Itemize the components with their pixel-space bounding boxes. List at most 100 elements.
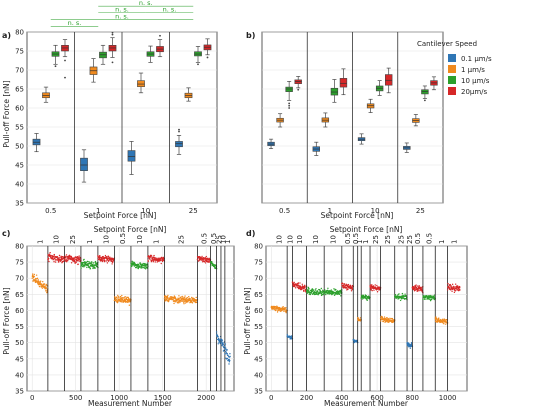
data-point-0.1	[225, 351, 228, 353]
x-tick-label: 200	[300, 394, 313, 402]
segment-setpoint-label: 10	[276, 235, 284, 244]
data-point-10	[316, 293, 318, 295]
data-point-20	[57, 257, 59, 259]
data-point-1	[183, 301, 185, 304]
data-point-1	[435, 316, 437, 318]
x-tick-label: 2000	[197, 394, 215, 402]
data-point-20	[153, 254, 155, 257]
data-point-10	[431, 295, 433, 297]
outlier-point	[111, 61, 114, 64]
segment-setpoint-label: 1	[438, 240, 446, 244]
outlier-point	[64, 76, 66, 79]
panel-a: a) 35 40 45 50 55 60 65 70 75 80 0.5 1 10 25 Setpoint…	[2, 29, 218, 220]
data-point-10	[307, 288, 309, 291]
data-point-1	[115, 300, 117, 302]
data-point-10	[209, 265, 212, 267]
segment-setpoint-label: 25	[215, 235, 223, 244]
data-point-1	[186, 296, 189, 299]
data-point-20	[459, 289, 461, 291]
segment-setpoint-label: 1	[450, 240, 458, 244]
data-point-1	[35, 274, 38, 276]
data-point-20	[70, 256, 73, 258]
segment-setpoint-label: 10	[53, 235, 61, 244]
data-point-20	[151, 255, 153, 257]
data-point-10	[83, 266, 85, 268]
data-point-10	[333, 288, 335, 290]
data-point-1	[182, 296, 184, 298]
data-point-20	[457, 285, 459, 288]
x-tick-label: 25	[416, 207, 425, 215]
data-point-20	[341, 282, 344, 285]
data-point-20	[301, 288, 303, 291]
segment-setpoint-label: 10	[103, 235, 111, 244]
data-point-20	[454, 286, 456, 288]
panel-a-label: a)	[2, 31, 11, 40]
data-point-10	[141, 265, 143, 268]
data-point-10	[327, 287, 329, 290]
data-point-20	[152, 261, 155, 263]
data-point-20	[345, 287, 348, 289]
data-point-10	[130, 264, 133, 266]
data-point-20	[53, 254, 56, 256]
data-point-20	[370, 285, 373, 287]
data-point-1	[276, 311, 279, 313]
panel-b: b) 0.5 1 10 25 Setpoint Force [nN]	[246, 31, 444, 220]
data-point-10	[90, 262, 92, 264]
data-point-20	[418, 286, 420, 288]
box-1	[137, 80, 145, 88]
data-point-1	[184, 295, 186, 297]
outlier-point	[297, 88, 300, 91]
data-point-1	[444, 323, 447, 325]
data-point-1	[284, 308, 286, 310]
data-point-1	[443, 322, 445, 325]
data-point-10	[424, 296, 427, 299]
data-point-20	[415, 284, 417, 286]
data-point-1	[391, 317, 394, 320]
x-tick-label: 0.5	[279, 207, 290, 215]
data-point-1	[390, 317, 393, 320]
data-point-20	[57, 260, 60, 262]
data-point-10	[83, 258, 85, 261]
segment-setpoint-label: 10	[330, 235, 338, 244]
data-point-0.1	[229, 353, 231, 355]
y-tick-label: 70	[15, 275, 24, 283]
data-point-20	[76, 258, 78, 260]
data-point-20	[201, 255, 203, 258]
data-point-20	[369, 284, 372, 286]
data-point-10	[143, 262, 145, 265]
data-point-10	[89, 267, 92, 270]
legend-swatch-20	[448, 87, 456, 95]
data-point-0.1	[221, 339, 224, 341]
data-point-0.1	[224, 353, 226, 355]
data-point-20	[62, 256, 64, 258]
data-point-10	[95, 264, 98, 267]
data-point-20	[104, 254, 107, 257]
data-point-1	[178, 297, 180, 300]
data-point-1	[195, 296, 197, 299]
data-point-20	[300, 286, 302, 288]
data-point-20	[102, 259, 104, 262]
data-point-10	[312, 289, 315, 291]
data-point-20	[99, 255, 101, 257]
data-point-1	[282, 306, 284, 308]
data-point-20	[61, 258, 63, 261]
data-point-20	[371, 289, 373, 292]
data-point-1	[188, 295, 190, 298]
segment-setpoint-label: 25	[384, 235, 392, 244]
segment-setpoint-label: 10	[219, 235, 227, 244]
data-point-20	[107, 257, 109, 260]
data-point-20	[158, 257, 160, 259]
data-point-0.1	[226, 349, 228, 351]
panel-d-top-xlabel: Setpoint Force [nN]	[330, 225, 403, 234]
y-tick-label: 80	[15, 29, 24, 37]
legend-swatch-0.1	[448, 54, 456, 62]
y-tick-label: 40	[15, 181, 24, 189]
data-point-20	[293, 281, 295, 284]
data-point-1	[177, 297, 179, 299]
data-point-10	[84, 265, 86, 267]
data-point-0.1	[220, 342, 223, 344]
data-point-10	[334, 294, 336, 296]
data-point-10	[324, 289, 326, 291]
data-point-1	[31, 274, 34, 277]
